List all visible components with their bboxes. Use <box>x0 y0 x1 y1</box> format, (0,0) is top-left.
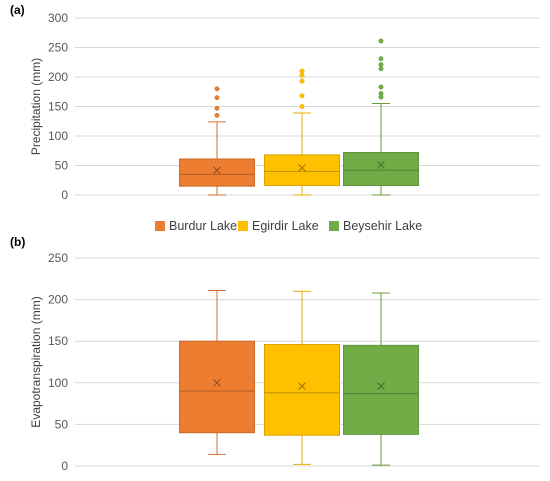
y-tick-label: 100 <box>48 376 68 390</box>
box-burdur-lake <box>179 340 255 434</box>
outlier-point <box>214 95 220 101</box>
legend-swatch <box>329 221 339 231</box>
box-beysehir-lake <box>343 152 419 187</box>
outlier-point <box>378 56 384 62</box>
legend-swatch <box>155 221 165 231</box>
panel-label: (a) <box>10 3 25 17</box>
y-tick-label: 300 <box>48 11 68 25</box>
mean-marker <box>213 166 221 175</box>
mean-marker <box>377 161 385 169</box>
outlier-point <box>299 78 305 84</box>
y-tick-label: 250 <box>48 41 68 55</box>
y-tick-label: 50 <box>55 159 69 173</box>
mean-marker <box>298 382 306 390</box>
outlier-point <box>299 93 305 99</box>
y-tick-label: 200 <box>48 70 68 84</box>
outlier-point <box>299 68 305 74</box>
legend-entry: Beysehir Lake <box>343 219 422 233</box>
box-beysehir-lake <box>343 344 419 435</box>
legend-entry: Egirdir Lake <box>252 219 319 233</box>
y-axis-label: Evapotranspiration (mm) <box>29 296 43 427</box>
mean-marker <box>377 382 385 390</box>
box-burdur-lake <box>179 158 255 187</box>
outlier-point <box>378 84 384 90</box>
legend-swatch <box>238 221 248 231</box>
y-tick-label: 250 <box>48 251 68 265</box>
mean-marker <box>298 164 306 172</box>
legend-entry: Burdur Lake <box>169 219 237 233</box>
y-tick-label: 200 <box>48 293 68 307</box>
y-tick-label: 150 <box>48 334 68 348</box>
outlier-point <box>299 72 305 78</box>
y-tick-label: 100 <box>48 129 68 143</box>
y-tick-label: 0 <box>61 459 68 473</box>
y-tick-label: 150 <box>48 100 68 114</box>
panel-label: (b) <box>10 235 25 249</box>
box-egirdir-lake <box>264 154 340 187</box>
outlier-point <box>214 86 220 92</box>
y-axis-label: Precipitation (mm) <box>29 58 43 155</box>
y-tick-label: 0 <box>61 188 68 202</box>
outlier-point <box>214 105 220 111</box>
outlier-point <box>299 104 305 109</box>
box-egirdir-lake <box>264 344 340 436</box>
outlier-point <box>378 66 384 72</box>
outlier-point <box>378 62 384 68</box>
outlier-point <box>378 91 384 96</box>
outlier-point <box>378 38 384 44</box>
y-tick-label: 50 <box>55 417 69 431</box>
mean-marker <box>213 378 221 387</box>
outlier-point <box>214 112 220 118</box>
